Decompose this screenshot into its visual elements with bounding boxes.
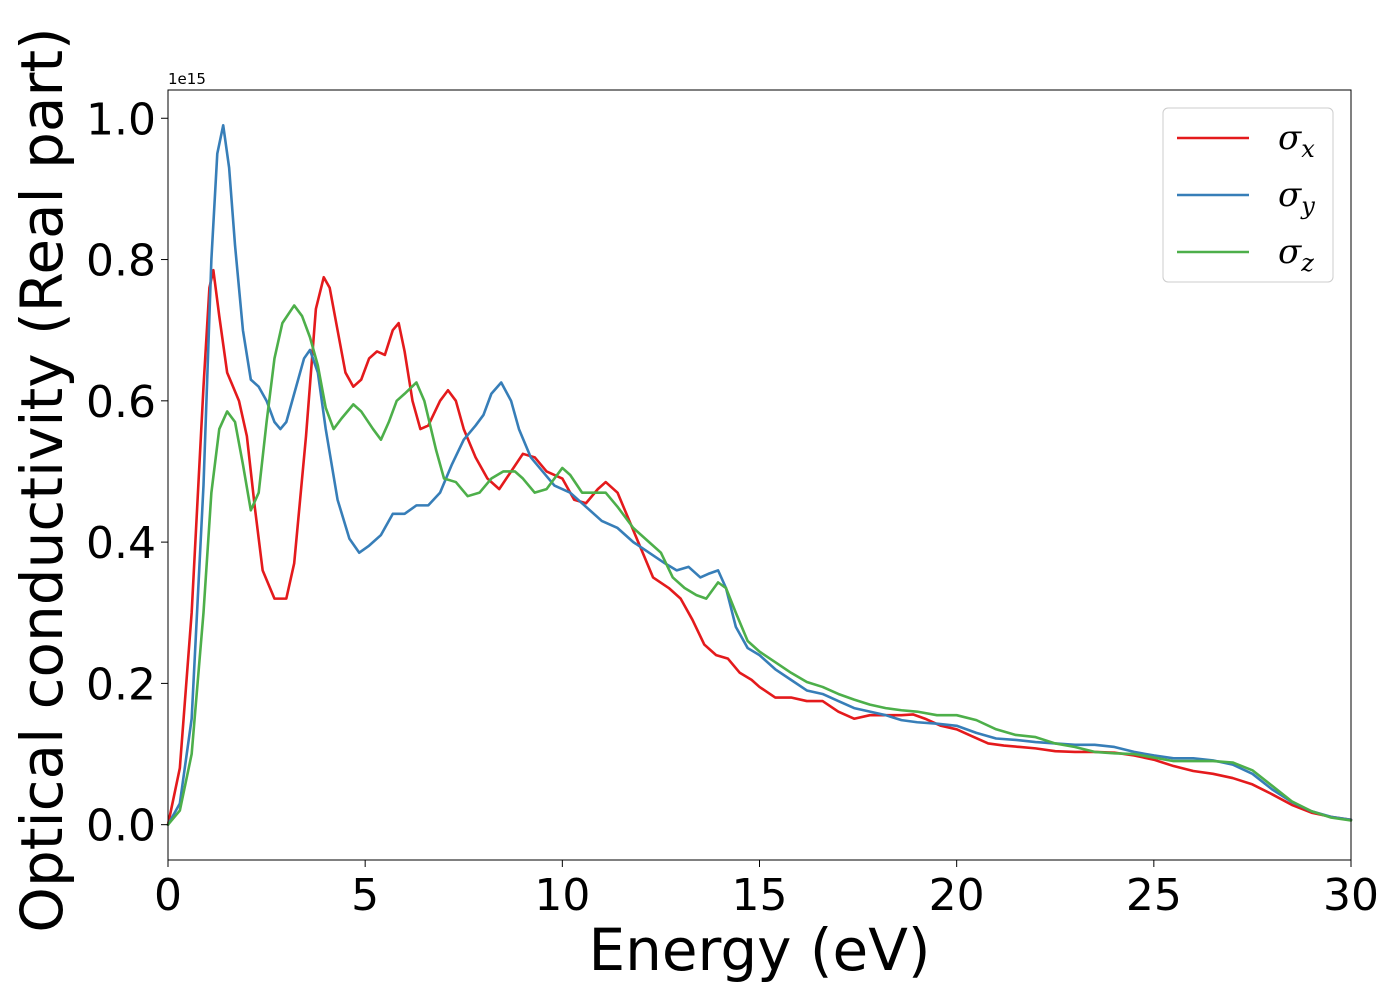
- y-tick-label: 0.4: [86, 518, 156, 569]
- x-axis: 0 5 10 15 20 25 30: [154, 860, 1379, 921]
- x-tick-label: 25: [1126, 870, 1182, 921]
- x-tick-label: 15: [732, 870, 788, 921]
- y-axis: 0.0 0.2 0.4 0.6 0.8 1.0: [86, 94, 168, 852]
- legend-label-y: σy: [1278, 175, 1315, 220]
- x-axis-title: Energy (eV): [588, 916, 930, 984]
- x-tick-label: 5: [351, 870, 379, 921]
- legend: σx σy σz: [1162, 107, 1334, 283]
- y-tick-label: 0.2: [86, 659, 156, 710]
- y-tick-label: 0.8: [86, 236, 156, 287]
- x-tick-label: 30: [1323, 870, 1379, 921]
- series-line-x: [166, 268, 1353, 826]
- legend-label-z: σz: [1278, 232, 1314, 277]
- x-tick-label: 10: [534, 870, 590, 921]
- y-offset-label: 1e15: [168, 70, 206, 88]
- y-tick-label: 1.0: [86, 94, 156, 145]
- y-axis-title: Optical conductivity (Real part): [8, 27, 76, 932]
- series-layer: [166, 124, 1353, 826]
- y-tick-label: 0.6: [86, 377, 156, 428]
- series-line-z: [166, 304, 1353, 826]
- x-tick-label: 20: [929, 870, 985, 921]
- legend-label-x: σx: [1278, 118, 1315, 163]
- y-tick-label: 0.0: [86, 801, 156, 852]
- x-tick-label: 0: [154, 870, 182, 921]
